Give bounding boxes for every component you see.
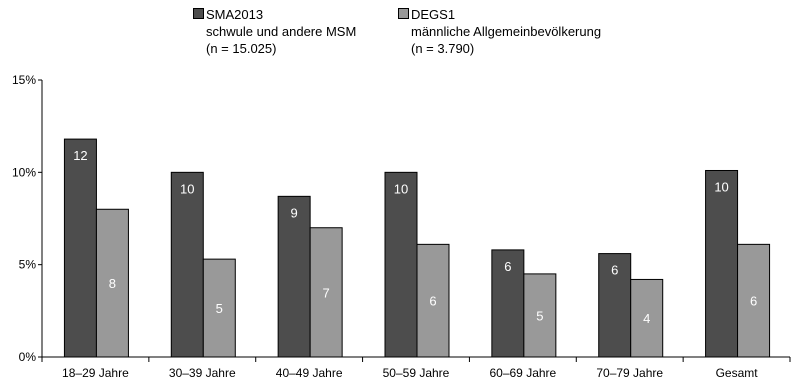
y-tick-label: 10% [12,165,36,179]
x-tick-label: 60–69 Jahre [489,366,556,380]
bar [630,278,664,358]
x-tick-label: 30–39 Jahre [169,366,236,380]
legend-degs1: DEGS1 männliche Allgemeinbevölkerung (n … [398,6,601,57]
bar-data-label: 7 [323,285,330,300]
bar [63,138,97,358]
legend-label-sma2013: SMA2013 [206,7,264,22]
y-tick-label: 15% [12,73,36,87]
bar [598,253,632,358]
x-tick-label: Gesamt [716,366,759,380]
legend-desc-sma2013: schwule und andere MSM [206,24,357,39]
bar [491,249,525,358]
legend-swatch-sma2013 [193,8,204,19]
bar-data-label: 4 [643,311,650,326]
bar-data-label: 10 [394,181,408,196]
y-tick-label: 5% [19,258,37,272]
x-tick-label: 18–29 Jahre [62,366,129,380]
legend-desc-degs1: männliche Allgemeinbevölkerung [411,24,602,39]
x-tick-label: 40–49 Jahre [276,366,343,380]
legend-n-degs1: (n = 3.790) [411,41,475,56]
legend-swatch-degs1 [398,8,409,19]
bar [384,171,418,358]
bar-data-label: 6 [429,294,436,309]
bar-data-label: 6 [611,263,618,278]
bar [170,171,204,358]
bar-data-label: 10 [714,179,728,194]
bar-data-label: 5 [216,301,223,316]
bar [277,195,311,358]
bar [523,273,557,358]
bar [705,169,739,358]
x-tick-label: 50–59 Jahre [383,366,450,380]
bar-data-label: 6 [504,259,511,274]
x-tick-label: 70–79 Jahre [596,366,663,380]
legend-n-sma2013: (n = 15.025) [206,41,277,56]
bar-data-label: 12 [73,148,87,163]
bar-data-label: 8 [109,276,116,291]
bar-data-label: 9 [291,205,298,220]
legend-label-degs1: DEGS1 [411,7,456,22]
bar-data-label: 10 [180,181,194,196]
bar-data-label: 6 [750,294,757,309]
bar-data-label: 5 [536,308,543,323]
y-tick-label: 0% [19,350,37,364]
legend-sma2013: SMA2013 schwule und andere MSM (n = 15.0… [193,6,356,57]
